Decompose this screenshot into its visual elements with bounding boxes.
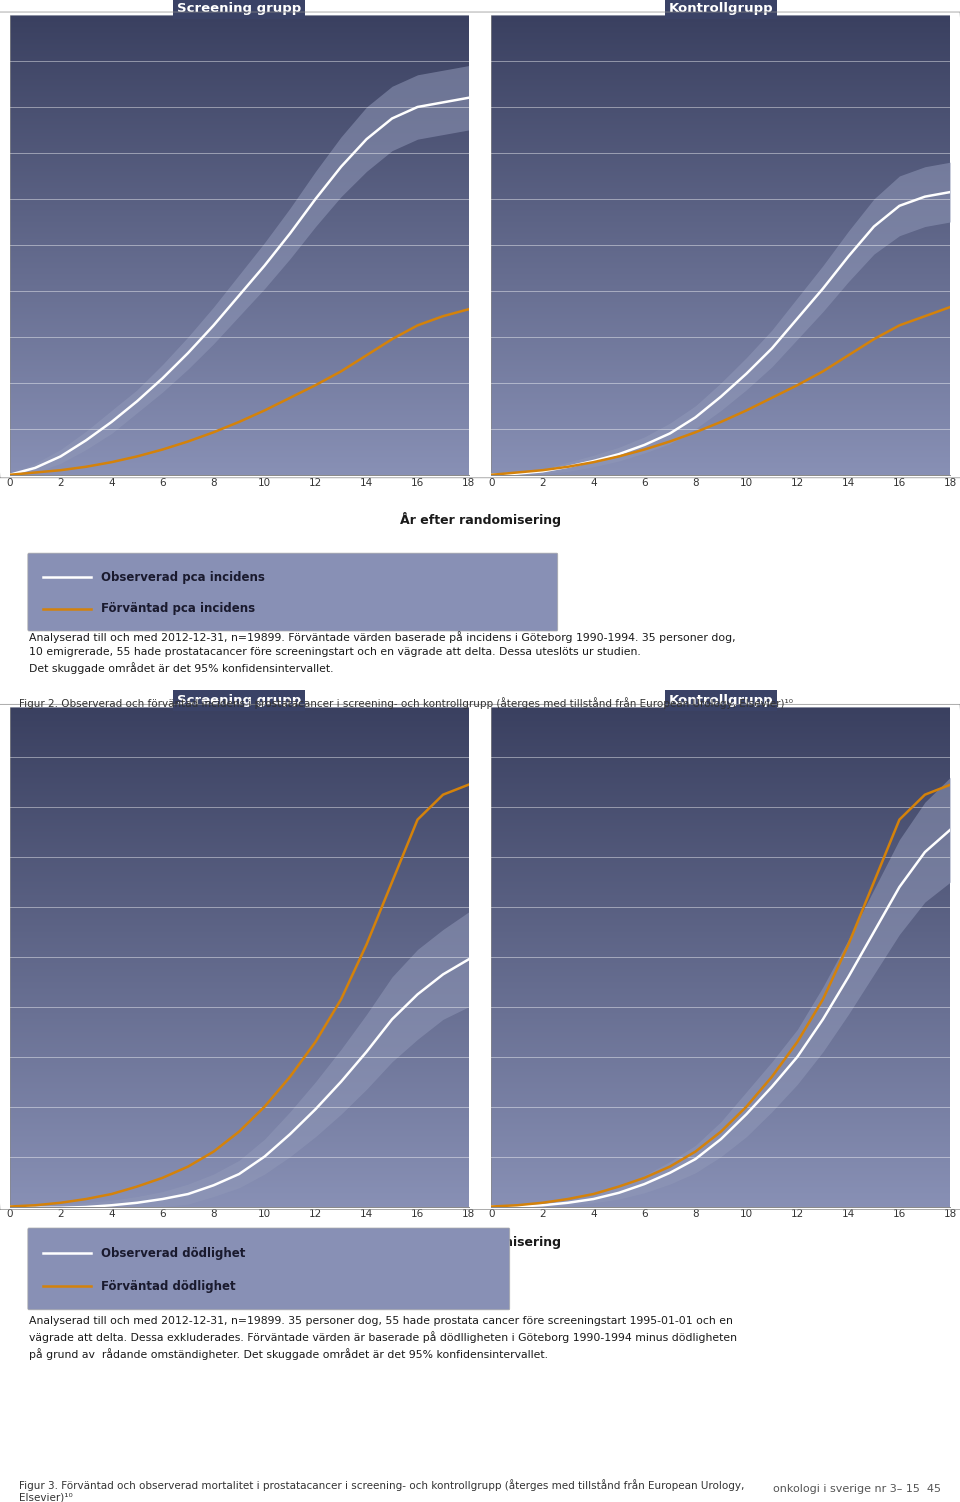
Y-axis label: Kumulativ pca dödlighet (%): Kumulativ pca dödlighet (%) xyxy=(0,873,1,1041)
Y-axis label: Kumulativ pca incidens %: Kumulativ pca incidens % xyxy=(0,170,1,321)
Text: onkologi i sverige nr 3– 15  45: onkologi i sverige nr 3– 15 45 xyxy=(773,1484,941,1494)
Title: Screening grupp: Screening grupp xyxy=(177,2,301,15)
Text: Förväntad pca incidens: Förväntad pca incidens xyxy=(101,602,255,614)
Text: Observerad pca incidens: Observerad pca incidens xyxy=(101,571,265,584)
Text: Figur 3. Förväntad och observerad mortalitet i prostatacancer i screening- och k: Figur 3. Förväntad och observerad mortal… xyxy=(19,1479,745,1502)
Text: Analyserad till och med 2012-12-31, n=19899. 35 personer dog, 55 hade prostata c: Analyserad till och med 2012-12-31, n=19… xyxy=(29,1316,737,1359)
Title: Screening grupp: Screening grupp xyxy=(177,694,301,707)
Text: Analyserad till och med 2012-12-31, n=19899. Förväntade värden baserade på incid: Analyserad till och med 2012-12-31, n=19… xyxy=(29,631,735,674)
Text: År efter randomisering: År efter randomisering xyxy=(399,512,561,527)
Title: Kontrollgrupp: Kontrollgrupp xyxy=(668,2,773,15)
Text: Observerad dödlighet: Observerad dödlighet xyxy=(101,1247,245,1260)
Title: Kontrollgrupp: Kontrollgrupp xyxy=(668,694,773,707)
Text: Figur 2. Observerad och förväntad incidens i prostatacancer i screening- och kon: Figur 2. Observerad och förväntad incide… xyxy=(19,697,793,709)
Text: Förväntad dödlighet: Förväntad dödlighet xyxy=(101,1280,235,1293)
Text: År efter randomisering: År efter randomisering xyxy=(399,1233,561,1248)
